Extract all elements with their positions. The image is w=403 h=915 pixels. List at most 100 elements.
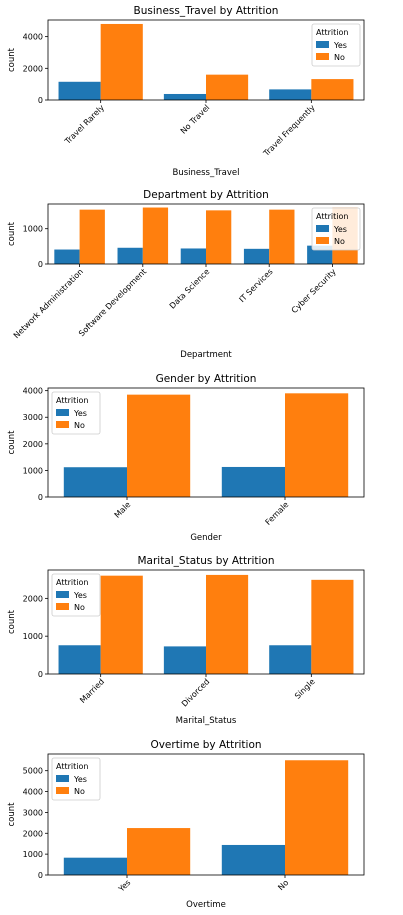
y-tick-label: 4000	[23, 33, 43, 42]
legend-swatch-no	[56, 603, 69, 610]
legend-label-yes: Yes	[333, 225, 347, 234]
bar-no-2	[206, 74, 249, 100]
x-tick-label: Married	[78, 677, 106, 705]
chart-panel-2: Department by Attrition 0 1000 count Network…	[7, 189, 365, 360]
legend-swatch-no	[316, 53, 329, 60]
y-axis-label: count	[7, 609, 17, 634]
y-tick-label: 1000	[23, 632, 43, 641]
bar-no-2	[206, 574, 249, 674]
legend-swatch-yes	[316, 41, 329, 48]
legend-label-no: No	[74, 421, 85, 430]
chart-title: Overtime by Attrition	[150, 739, 261, 751]
x-tick-label: No Travel	[179, 103, 212, 136]
chart-title: Marital_Status by Attrition	[137, 555, 274, 567]
legend-label-no: No	[334, 53, 345, 62]
legend-swatch-yes	[56, 775, 69, 782]
chart-panel-3: Gender by Attrition 0 1000 2000 3000 4000 coun…	[7, 373, 365, 543]
x-axis-label: Gender	[190, 533, 222, 543]
bar-no-3	[206, 210, 232, 264]
bar-no-1	[79, 209, 105, 264]
y-tick-label: 1000	[23, 225, 43, 234]
y-tick-label: 0	[38, 670, 43, 679]
legend-swatch-no	[316, 237, 329, 244]
y-tick-label: 2000	[23, 64, 43, 73]
x-tick-label: No	[276, 878, 290, 892]
x-tick-label: Male	[113, 500, 133, 520]
x-tick-label: Travel Rarely	[63, 103, 107, 147]
bar-yes-2	[117, 247, 143, 264]
x-tick-label: Single	[293, 677, 317, 701]
legend-label-yes: Yes	[73, 409, 87, 418]
x-tick-label: Divorced	[180, 677, 211, 708]
legend-title: Attrition	[56, 396, 88, 405]
chart-title: Gender by Attrition	[156, 373, 257, 385]
legend-swatch-no	[56, 787, 69, 794]
plot-frame	[47, 753, 365, 876]
bar-no-2	[142, 207, 169, 264]
legend-swatch-yes	[56, 591, 69, 598]
chart-title: Business_Travel by Attrition	[134, 5, 279, 17]
y-tick-label: 4000	[23, 788, 43, 797]
y-tick-label: 2000	[23, 829, 43, 838]
bar-yes-2	[221, 466, 285, 497]
y-axis-label: count	[7, 802, 17, 827]
legend: Attrition Yes No	[311, 207, 361, 251]
y-tick-label: 0	[38, 260, 43, 269]
y-tick-label: 1000	[23, 850, 43, 859]
x-tick-label: Travel Frequently	[261, 103, 317, 159]
bar-no-2	[285, 393, 349, 497]
legend-swatch-yes	[56, 409, 69, 416]
legend-label-no: No	[74, 787, 85, 796]
bar-yes-2	[221, 844, 285, 875]
y-tick-label: 3000	[23, 808, 43, 817]
x-tick-label: Data Science	[168, 267, 212, 311]
bar-no-1	[127, 394, 191, 497]
x-tick-label: Cyber Security	[290, 267, 338, 315]
y-axis-label: count	[7, 47, 17, 72]
legend-label-no: No	[74, 603, 85, 612]
x-axis-label: Department	[180, 350, 232, 360]
legend: Attrition Yes No	[51, 757, 101, 801]
bar-yes-4	[243, 248, 270, 264]
x-tick-label: Network Administration	[12, 267, 85, 340]
x-tick-label: IT Services	[237, 267, 274, 304]
bar-yes-2	[163, 93, 206, 100]
y-tick-label: 3000	[23, 413, 43, 422]
legend-label-yes: Yes	[333, 41, 347, 50]
legend-title: Attrition	[316, 212, 348, 221]
legend: Attrition Yes No	[51, 573, 101, 617]
y-axis-label: count	[7, 430, 17, 455]
y-tick-label: 1000	[23, 466, 43, 475]
bar-yes-1	[58, 645, 101, 674]
x-tick-label: Yes	[116, 878, 132, 894]
bar-yes-1	[54, 249, 80, 264]
y-tick-label: 2000	[23, 594, 43, 603]
legend-swatch-yes	[316, 225, 329, 232]
bar-yes-2	[163, 646, 206, 674]
y-tick-label: 0	[38, 96, 43, 105]
legend: Attrition Yes No	[311, 23, 361, 67]
plot-frame	[47, 387, 365, 498]
y-tick-label: 5000	[23, 767, 43, 776]
bar-yes-3	[269, 645, 312, 674]
bar-yes-1	[63, 467, 127, 497]
y-tick-label: 0	[38, 493, 43, 502]
legend-label-yes: Yes	[73, 591, 87, 600]
bar-no-1	[100, 23, 143, 100]
x-tick-label: Female	[264, 500, 291, 527]
bar-yes-3	[180, 248, 206, 264]
bar-no-2	[285, 760, 349, 875]
bar-no-1	[127, 828, 191, 875]
x-axis-label: Business_Travel	[173, 168, 240, 178]
legend-title: Attrition	[316, 28, 348, 37]
chart-title: Department by Attrition	[143, 189, 269, 201]
x-tick-label: Software Development	[77, 267, 148, 338]
x-axis-label: Overtime	[186, 900, 226, 910]
y-axis-label: count	[7, 221, 17, 246]
legend-title: Attrition	[56, 578, 88, 587]
legend-label-no: No	[334, 237, 345, 246]
bar-yes-3	[269, 89, 312, 100]
chart-panel-4: Marital_Status by Attrition 0 1000 2000 coun…	[7, 555, 365, 726]
chart-panel-5: Overtime by Attrition 0 1000 2000 3000 4000 50…	[7, 739, 365, 910]
